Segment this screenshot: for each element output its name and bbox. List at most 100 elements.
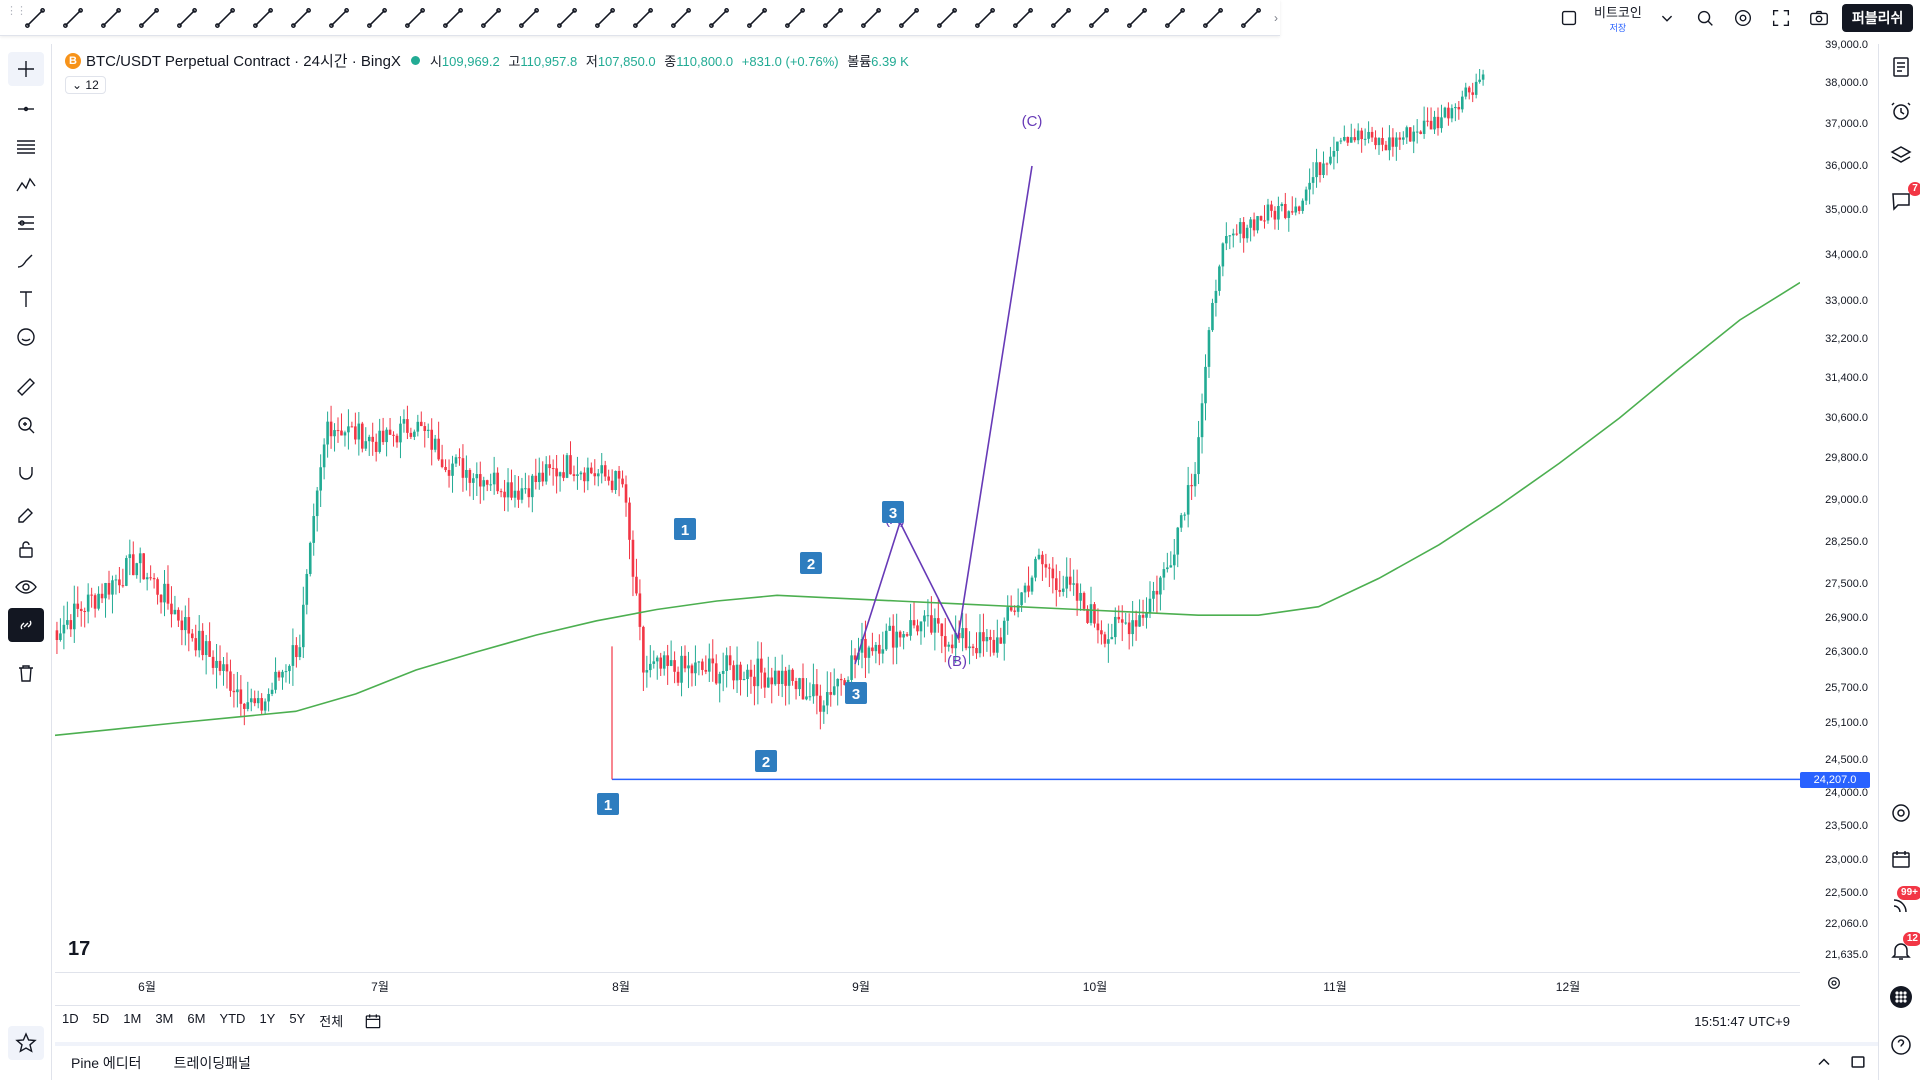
trash-icon[interactable]	[8, 656, 44, 690]
chevron-down-icon[interactable]	[1648, 3, 1686, 33]
pattern-icon[interactable]	[8, 168, 44, 202]
alarm-icon[interactable]	[1886, 96, 1916, 126]
parallel-channel-icon[interactable]	[130, 3, 168, 33]
text-cursor-icon[interactable]	[282, 3, 320, 33]
publish-button[interactable]: 퍼블리쉬	[1841, 4, 1914, 32]
ray-icon[interactable]	[54, 3, 92, 33]
range-button-6m[interactable]: 6M	[187, 1011, 206, 1026]
eye-icon[interactable]	[8, 570, 44, 604]
goto-date-icon[interactable]	[360, 1010, 386, 1032]
collapse-indicators-button[interactable]: ⌄ 12	[65, 76, 106, 94]
money-icon[interactable]	[1232, 3, 1270, 33]
favorites-star-icon[interactable]	[8, 1026, 44, 1060]
time-axis[interactable]: 6월 7월 8월 9월 10월 11월 12월	[55, 972, 1800, 996]
price-label-icon[interactable]	[1194, 3, 1232, 33]
range-button-ytd[interactable]: YTD	[219, 1011, 246, 1026]
tab-trading-panel[interactable]: 트레이딩패널	[173, 1055, 251, 1071]
long-position-icon[interactable]	[700, 3, 738, 33]
forecast-icon[interactable]	[8, 206, 44, 240]
calendar-icon[interactable]	[1886, 844, 1916, 874]
ellipse-icon[interactable]	[624, 3, 662, 33]
ruler-icon[interactable]	[8, 370, 44, 404]
clock-timezone[interactable]: 15:51:47 UTC+9	[1694, 1014, 1790, 1029]
fib-spiral-icon[interactable]	[1118, 3, 1156, 33]
symbol-title[interactable]: BTC/USDT Perpetual Contract · 24시간 · Bin…	[86, 53, 401, 70]
fib-channel-icon[interactable]	[1156, 3, 1194, 33]
range-button-1y[interactable]: 1Y	[259, 1011, 276, 1026]
fullscreen-icon[interactable]	[1762, 3, 1800, 33]
lock-drawing-icon[interactable]	[8, 494, 44, 528]
polyline-icon[interactable]	[510, 3, 548, 33]
candle-body	[1360, 130, 1363, 140]
help-icon[interactable]	[1886, 1030, 1916, 1060]
target-icon[interactable]	[1886, 798, 1916, 828]
trend-line-icon[interactable]	[8, 92, 44, 126]
chevron-right-icon[interactable]: ›	[1274, 10, 1278, 25]
flag-icon[interactable]	[1080, 3, 1118, 33]
feed-icon[interactable]: 99+	[1886, 886, 1920, 920]
text-icon[interactable]	[396, 3, 434, 33]
time-tick-label: 11월	[1323, 980, 1347, 994]
checkbox-icon[interactable]	[1550, 3, 1588, 33]
ac-pattern-icon[interactable]	[776, 3, 814, 33]
symbol-save-button[interactable]: 비트코인 저장	[1594, 2, 1642, 34]
horizontal-ray-icon[interactable]	[206, 3, 244, 33]
path-icon[interactable]	[586, 3, 624, 33]
axis-settings-icon[interactable]	[1826, 975, 1842, 996]
range-button-1d[interactable]: 1D	[62, 1011, 79, 1026]
text-icon[interactable]	[8, 282, 44, 316]
measure-icon[interactable]	[320, 3, 358, 33]
chat-icon[interactable]: 7	[1886, 182, 1920, 216]
candle-body	[735, 664, 739, 681]
crosshair-icon[interactable]	[8, 52, 44, 86]
layers-icon[interactable]	[1886, 140, 1916, 170]
bell-icon[interactable]: 12	[1886, 932, 1920, 966]
emoji-icon[interactable]	[8, 320, 44, 354]
fib-1.5-icon[interactable]	[738, 3, 776, 33]
watchlist-icon[interactable]	[1886, 52, 1916, 82]
drag-handle-icon[interactable]: ⋮⋮	[6, 4, 27, 17]
zoom-in-icon[interactable]	[8, 408, 44, 442]
candles-icon[interactable]	[890, 3, 928, 33]
xabcd-icon[interactable]	[852, 3, 890, 33]
ae-pattern-icon[interactable]	[814, 3, 852, 33]
brush-icon[interactable]	[548, 3, 586, 33]
range-button-전체[interactable]: 전체	[319, 1014, 344, 1029]
magnet-icon[interactable]	[8, 456, 44, 490]
tab-pine-editor[interactable]: Pine 에디터	[71, 1055, 142, 1071]
rectangle-icon[interactable]	[434, 3, 472, 33]
range-button-3m[interactable]: 3M	[155, 1011, 174, 1026]
line-icon[interactable]	[472, 3, 510, 33]
wave-marker-2-bottom: 2	[762, 754, 770, 771]
fib-retracement-icon[interactable]	[8, 130, 44, 164]
price-axis[interactable]: 39,000.0 38,000.0 37,000.0 36,000.0 35,000.0…	[1800, 36, 1878, 981]
trend-line-icon[interactable]	[16, 3, 54, 33]
candle-body	[801, 678, 805, 700]
emoji-icon[interactable]	[1042, 3, 1080, 33]
apps-grid-icon[interactable]	[1886, 982, 1916, 1012]
quick-search-icon[interactable]	[1686, 3, 1724, 33]
settings-icon[interactable]	[1724, 3, 1762, 33]
wave-marker-1-top: 1	[681, 522, 689, 539]
lock-icon[interactable]	[8, 532, 44, 566]
fib-fan-icon[interactable]	[662, 3, 700, 33]
tradingview-logo[interactable]: 17	[68, 938, 91, 960]
price-range-icon[interactable]	[928, 3, 966, 33]
triangle-icon[interactable]	[966, 3, 1004, 33]
maximize-panel-icon[interactable]	[1848, 1052, 1868, 1077]
range-button-1m[interactable]: 1M	[123, 1011, 142, 1026]
range-button-5y[interactable]: 5Y	[289, 1011, 306, 1026]
camera-icon[interactable]	[1800, 3, 1838, 33]
crosshair-box-icon[interactable]	[358, 3, 396, 33]
arrow-icon[interactable]	[244, 3, 282, 33]
note-icon[interactable]	[1004, 3, 1042, 33]
date-range-bar: 1D 5D 1M 3M 6M YTD 1Y 5Y 전체 15:51:47 UTC+9	[55, 1005, 1800, 1035]
chevron-up-icon[interactable]	[1814, 1052, 1834, 1077]
brush-icon[interactable]	[8, 244, 44, 278]
range-button-5d[interactable]: 5D	[92, 1011, 110, 1026]
link-icon[interactable]	[8, 608, 44, 642]
pitchfork-icon[interactable]	[168, 3, 206, 33]
vertical-line-icon[interactable]	[92, 3, 130, 33]
